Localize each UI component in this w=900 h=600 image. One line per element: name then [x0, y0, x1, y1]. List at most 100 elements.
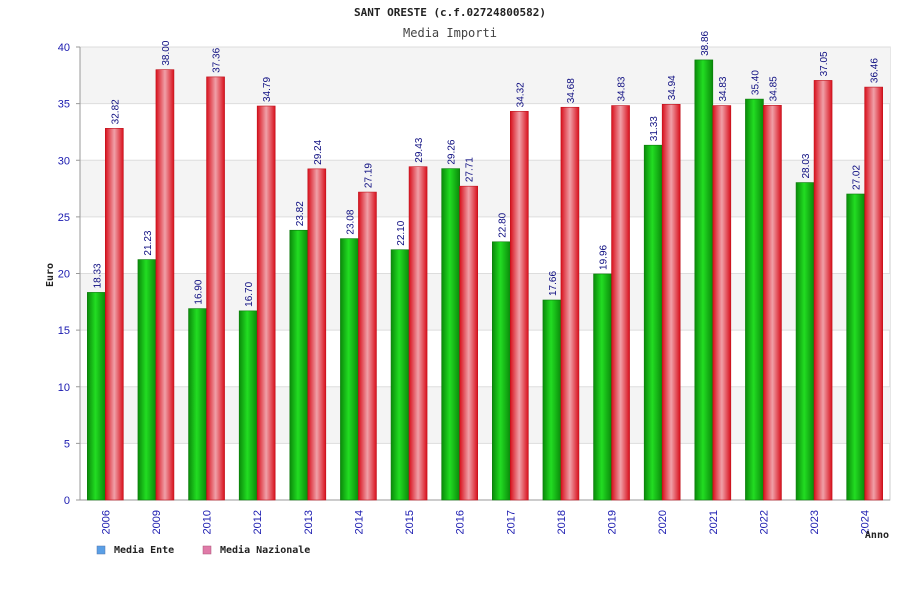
bar-media-ente: [593, 273, 612, 501]
bar-media-nazionale: [206, 76, 225, 501]
bar-media-nazionale: [408, 166, 428, 501]
x-tick-label: 2014: [353, 510, 365, 534]
data-label: 29.24: [313, 139, 324, 164]
data-label: 35.40: [750, 70, 761, 95]
legend-item-media-nazionale: Media Nazionale: [202, 544, 310, 556]
bar-media-ente: [643, 144, 663, 501]
bar-media-nazionale: [105, 128, 124, 501]
x-tick-label: 2017: [505, 510, 517, 534]
y-tick-label: 40: [58, 42, 70, 54]
data-label: 29.43: [414, 137, 425, 162]
data-label: 22.80: [497, 212, 508, 237]
bar-media-ente: [188, 308, 207, 501]
y-tick-label: 20: [58, 269, 70, 281]
y-tick-label: 15: [58, 325, 70, 337]
bar-media-nazionale: [864, 86, 883, 501]
x-tick-label: 2016: [455, 510, 467, 534]
legend-swatch-media-nazionale: [202, 545, 212, 555]
bar-media-ente: [492, 241, 511, 501]
chart-subtitle: Media Importi: [403, 26, 497, 40]
y-tick-label: 25: [58, 212, 70, 224]
data-label: 34.83: [718, 76, 729, 101]
bar-media-ente: [745, 98, 764, 501]
data-label: 17.66: [548, 271, 559, 296]
data-label: 27.19: [363, 163, 374, 188]
x-tick-label: 2020: [657, 510, 669, 534]
data-label: 37.36: [212, 47, 223, 72]
x-tick-label: 2012: [252, 510, 264, 534]
bar-media-ente: [441, 168, 460, 501]
bar-media-nazionale: [459, 185, 478, 501]
x-tick-label: 2015: [404, 510, 416, 534]
legend-label-media-nazionale: Media Nazionale: [220, 544, 310, 556]
bar-media-ente: [238, 310, 258, 501]
data-label: 38.86: [700, 30, 711, 55]
x-tick-label: 2019: [607, 510, 619, 534]
bar-media-nazionale: [358, 191, 377, 501]
data-label: 23.82: [295, 201, 306, 226]
bar-media-ente: [137, 259, 157, 501]
bar-media-nazionale: [712, 105, 732, 501]
data-label: 23.08: [345, 209, 356, 234]
y-tick-label: 10: [58, 382, 70, 394]
bar-media-ente: [289, 229, 309, 501]
legend: Media Ente Media Nazionale: [96, 544, 310, 556]
data-label: 34.32: [515, 82, 526, 107]
data-label: 34.79: [262, 77, 273, 102]
bar-media-ente: [846, 193, 865, 501]
data-label: 32.82: [110, 99, 121, 124]
bar-media-nazionale: [813, 80, 833, 501]
x-tick-label: 2018: [556, 510, 568, 534]
data-label: 16.90: [194, 279, 205, 304]
y-tick-label: 35: [58, 99, 70, 111]
x-tick-label: 2010: [202, 510, 214, 534]
legend-swatch-media-ente: [96, 545, 106, 555]
data-label: 22.10: [396, 220, 407, 245]
x-tick-label: 2021: [708, 510, 720, 534]
bar-media-ente: [694, 59, 714, 501]
bar-media-nazionale: [307, 168, 327, 501]
bar-media-nazionale: [560, 106, 580, 501]
legend-label-media-ente: Media Ente: [114, 544, 174, 556]
x-tick-label: 2023: [809, 510, 821, 534]
bar-media-nazionale: [155, 69, 175, 501]
data-label: 31.33: [649, 116, 660, 141]
data-label: 34.85: [768, 76, 779, 101]
y-tick-label: 5: [64, 438, 70, 450]
bar-media-ente: [390, 249, 410, 501]
data-label: 27.71: [465, 157, 476, 182]
data-label: 27.02: [852, 165, 863, 190]
x-tick-label: 2024: [860, 510, 872, 534]
data-label: 34.83: [617, 76, 628, 101]
bar-media-ente: [542, 299, 562, 501]
data-label: 38.00: [161, 40, 172, 65]
y-axis-label: Euro: [45, 263, 56, 287]
x-axis-label: Anno: [865, 530, 889, 541]
data-label: 37.05: [819, 51, 830, 76]
y-tick-label: 0: [64, 495, 70, 507]
chart-title: SANT ORESTE (c.f.02724800582): [354, 6, 546, 19]
y-tick-label: 30: [58, 155, 70, 167]
data-label: 29.26: [447, 139, 458, 164]
bar-media-nazionale: [510, 111, 529, 501]
x-tick-label: 2009: [151, 510, 163, 534]
bar-media-nazionale: [611, 105, 630, 501]
data-label: 16.70: [244, 281, 255, 306]
data-label: 19.96: [599, 244, 610, 269]
bar-media-ente: [795, 182, 815, 501]
data-label: 21.23: [143, 230, 154, 255]
data-label: 34.68: [566, 78, 577, 103]
data-label: 34.94: [667, 75, 678, 100]
data-label: 28.03: [801, 153, 812, 178]
bar-media-nazionale: [256, 105, 276, 501]
data-label: 18.33: [92, 263, 103, 288]
bar-media-nazionale: [661, 104, 681, 501]
x-tick-label: 2013: [303, 510, 315, 534]
bar-media-nazionale: [763, 105, 782, 501]
bar-media-ente: [340, 238, 359, 501]
legend-item-media-ente: Media Ente: [96, 544, 174, 556]
bar-media-ente: [87, 292, 106, 501]
x-tick-label: 2022: [758, 510, 770, 534]
plot-area: 0 5 10 15 20 25 30 35 40 18.33 32.82 2006 21.23 38.00…: [58, 30, 891, 534]
